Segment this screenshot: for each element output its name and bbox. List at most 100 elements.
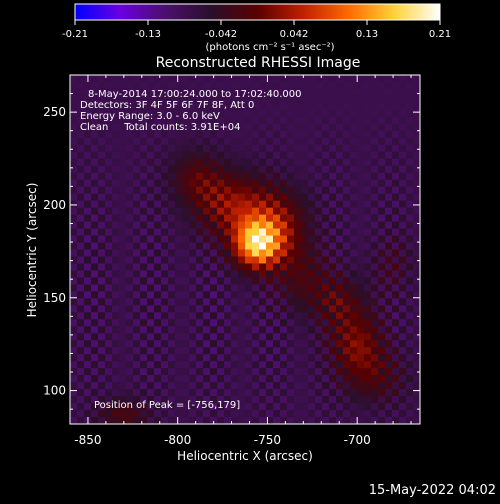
heatmap-cell	[378, 200, 386, 209]
heatmap-cell	[315, 228, 323, 237]
heatmap-cell	[322, 263, 330, 272]
heatmap-cell	[168, 102, 176, 111]
heatmap-cell	[133, 263, 141, 272]
heatmap-cell	[203, 137, 211, 146]
heatmap-cell	[210, 263, 218, 272]
heatmap-cell	[133, 116, 141, 125]
heatmap-cell	[294, 333, 302, 341]
heatmap-cell	[406, 116, 414, 125]
heatmap-cell	[70, 389, 78, 397]
heatmap-cell	[105, 172, 113, 181]
heatmap-cell	[357, 340, 365, 348]
heatmap-cell	[196, 81, 204, 90]
heatmap-cell	[413, 75, 420, 83]
heatmap-cell	[133, 144, 141, 153]
heatmap-cell	[91, 193, 99, 202]
heatmap-cell	[182, 249, 190, 258]
heatmap-cell	[140, 312, 148, 320]
heatmap-cell	[357, 333, 365, 341]
heatmap-cell	[98, 214, 106, 223]
heatmap-cell	[301, 102, 309, 111]
heatmap-cell	[140, 382, 148, 390]
heatmap-cell	[245, 151, 253, 160]
heatmap-cell	[385, 340, 393, 348]
heatmap-cell	[112, 291, 120, 299]
heatmap-cell	[154, 75, 162, 83]
heatmap-cell	[315, 263, 323, 272]
y-axis-label: Heliocentric Y (arcsec)	[25, 183, 39, 318]
heatmap-cell	[133, 165, 141, 174]
heatmap-cell	[70, 312, 78, 320]
heatmap-cell	[126, 235, 134, 244]
heatmap-cell	[182, 277, 190, 285]
heatmap-cell	[140, 95, 148, 104]
heatmap-cell	[119, 298, 127, 306]
colorbar-tick-label: 0.21	[429, 29, 451, 40]
heatmap-cell	[357, 256, 365, 265]
heatmap-cell	[392, 396, 400, 404]
heatmap-cell	[70, 81, 78, 90]
heatmap-cell	[231, 137, 239, 146]
heatmap-cell	[392, 319, 400, 327]
heatmap-cell	[140, 256, 148, 265]
heatmap-cell	[322, 256, 330, 265]
heatmap-cell	[126, 228, 134, 237]
heatmap-cell	[133, 375, 141, 383]
heatmap-cell	[280, 382, 288, 390]
heatmap-cell	[350, 151, 358, 160]
heatmap-cell	[301, 368, 309, 376]
heatmap-cell	[308, 242, 316, 251]
heatmap-cell	[119, 228, 127, 237]
heatmap-cell	[392, 263, 400, 272]
heatmap-cell	[161, 221, 169, 230]
heatmap-cell	[287, 326, 295, 334]
heatmap-cell	[343, 340, 351, 348]
heatmap-cell	[336, 284, 344, 292]
heatmap-cell	[245, 221, 253, 230]
heatmap-cell	[301, 200, 309, 209]
heatmap-cell	[189, 235, 197, 244]
heatmap-cell	[168, 277, 176, 285]
heatmap-cell	[91, 144, 99, 153]
heatmap-cell	[217, 403, 225, 411]
heatmap-cell	[238, 88, 246, 97]
heatmap-cell	[119, 221, 127, 230]
heatmap-cell	[329, 242, 337, 251]
heatmap-cell	[385, 396, 393, 404]
heatmap-cell	[245, 361, 253, 369]
heatmap-cell	[322, 179, 330, 188]
heatmap-cell	[105, 319, 113, 327]
heatmap-cell	[238, 396, 246, 404]
heatmap-cell	[350, 95, 358, 104]
heatmap-cell	[378, 130, 386, 139]
heatmap-cell	[371, 186, 379, 195]
heatmap-cell	[301, 109, 309, 118]
heatmap-cell	[70, 75, 78, 83]
heatmap-cell	[294, 277, 302, 285]
colorbar-tick-label: 0.13	[356, 29, 378, 40]
heatmap-cell	[266, 382, 274, 390]
heatmap-cell	[364, 235, 372, 244]
heatmap-cell	[350, 193, 358, 202]
heatmap-cell	[273, 263, 281, 272]
heatmap-cell	[231, 193, 239, 202]
heatmap-cell	[329, 389, 337, 397]
heatmap-cell	[315, 172, 323, 181]
heatmap-cell	[203, 319, 211, 327]
heatmap-cell	[182, 298, 190, 306]
heatmap-cell	[161, 214, 169, 223]
heatmap-cell	[217, 116, 225, 125]
heatmap-cell	[322, 144, 330, 153]
heatmap-cell	[77, 291, 85, 299]
heatmap-cell	[399, 235, 407, 244]
heatmap-cell	[315, 361, 323, 369]
heatmap-cell	[329, 305, 337, 313]
heatmap-cell	[385, 354, 393, 362]
heatmap-cell	[392, 298, 400, 306]
heatmap-cell	[126, 249, 134, 258]
heatmap-cell	[147, 102, 155, 111]
heatmap-cell	[406, 396, 414, 404]
heatmap-cell	[224, 151, 232, 160]
heatmap-cell	[322, 375, 330, 383]
heatmap-cell	[252, 347, 260, 355]
